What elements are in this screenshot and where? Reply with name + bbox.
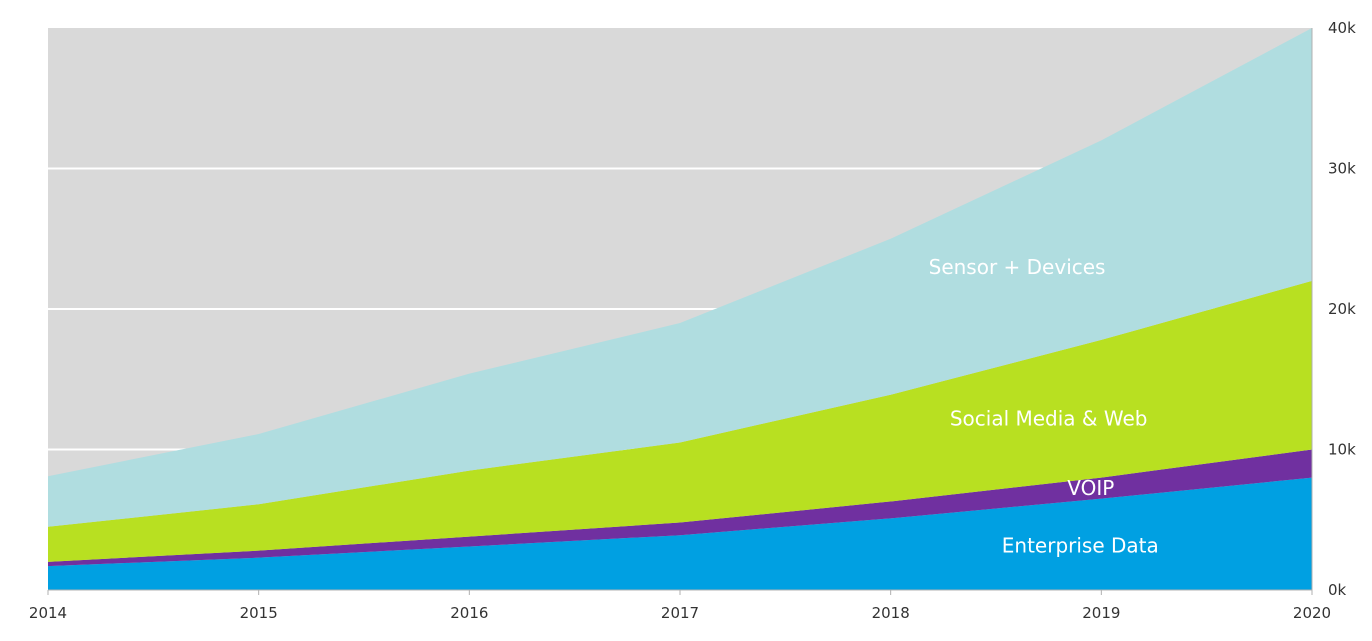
x-tick-label: 2018 — [872, 604, 910, 622]
x-tick-label: 2015 — [240, 604, 278, 622]
y-tick-label: 0k — [1328, 581, 1347, 599]
series-areas — [48, 28, 1312, 590]
area-social-media-web — [48, 280, 1312, 562]
series-label-social-media-web: Social Media & Web — [950, 407, 1148, 431]
x-axis-ticks: 2014 2015 2016 2017 2018 2019 2020 — [29, 589, 1331, 622]
x-tick-label: 2019 — [1082, 604, 1120, 622]
series-labels: Enterprise Data VOIP Social Media & Web Sen… — [929, 255, 1159, 557]
x-tick-label: 2016 — [450, 604, 488, 622]
series-label-sensor-devices: Sensor + Devices — [929, 255, 1106, 279]
y-tick-label: 30k — [1328, 160, 1356, 178]
y-tick-label: 20k — [1328, 300, 1356, 318]
series-label-enterprise-data: Enterprise Data — [1002, 533, 1159, 557]
x-tick-label: 2020 — [1293, 604, 1331, 622]
area-sensor-devices — [48, 28, 1312, 527]
x-tick-label: 2017 — [661, 604, 699, 622]
area-enterprise-data — [48, 477, 1312, 590]
y-tick-label: 40k — [1328, 19, 1356, 37]
y-tick-label: 10k — [1328, 441, 1356, 459]
x-tick-label: 2014 — [29, 604, 67, 622]
series-label-voip: VOIP — [1067, 476, 1114, 500]
y-axis-ticks: 0k 10k 20k 30k 40k — [1328, 19, 1356, 599]
